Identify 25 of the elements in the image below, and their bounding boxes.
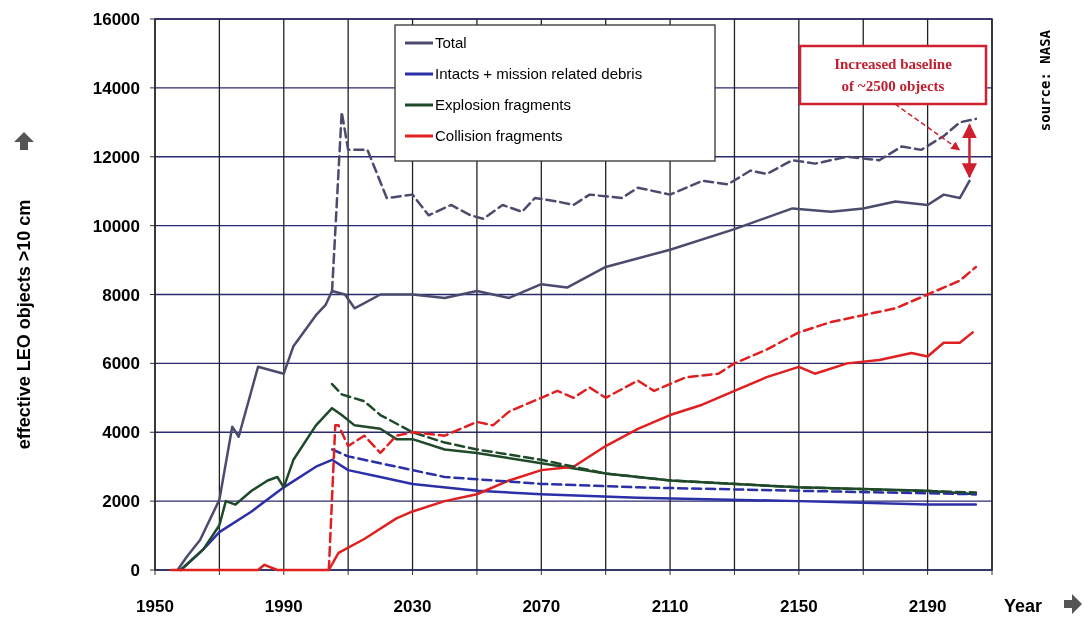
y-tick-label: 10000 [92, 216, 140, 236]
y-tick-label: 4000 [102, 423, 140, 443]
x-tick-label: 1950 [136, 597, 174, 616]
x-tick-label: 2110 [651, 597, 689, 616]
y-tick-label: 2000 [102, 492, 140, 512]
x-axis-title: Year [1004, 596, 1043, 616]
y-tick-label: 6000 [102, 354, 140, 374]
source-note: source: NASA [1037, 29, 1053, 132]
y-tick-label: 16000 [92, 10, 140, 29]
line-series [330, 448, 978, 496]
legend-label: Intacts + mission related debris [435, 65, 643, 82]
annotation: Increased baseline of ~2500 objects [834, 56, 953, 94]
x-tick-label: 1990 [264, 597, 303, 616]
legend-label: Collision fragments [435, 127, 563, 144]
y-tick-label: 0 [130, 561, 140, 580]
x-tick-label: 2190 [908, 597, 947, 616]
legend-label: Explosion fragments [435, 96, 571, 113]
y-axis-title: effective LEO objects >10 cm [14, 199, 34, 450]
x-tick-label: 2150 [779, 597, 818, 616]
x-tick-label: 2030 [393, 597, 432, 616]
y-tick-label: 14000 [92, 78, 140, 98]
x-tick-label: 2070 [522, 597, 561, 616]
y-tick-label: 12000 [92, 147, 140, 167]
y-tick-label: 8000 [102, 285, 140, 305]
legend-label: Total [435, 34, 467, 51]
